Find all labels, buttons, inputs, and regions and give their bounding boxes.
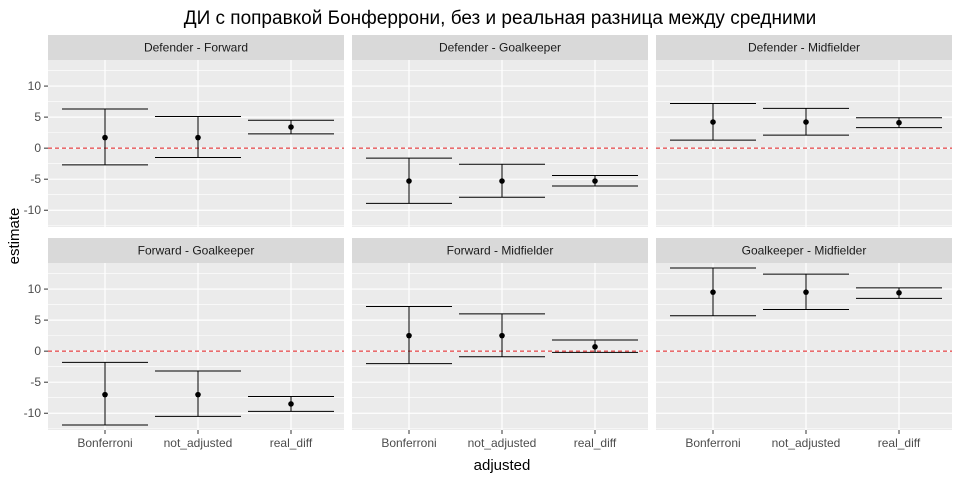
facet-strip: [48, 238, 344, 263]
estimate-point: [710, 289, 716, 295]
facet-strip-label: Forward - Goalkeeper: [138, 244, 255, 258]
facet-panel: Defender - Goalkeeper: [352, 35, 648, 227]
y-tick-label: -5: [30, 172, 41, 186]
panel-background: [48, 263, 344, 430]
y-tick-label: 5: [34, 313, 41, 327]
estimate-point: [803, 119, 809, 125]
panel-background: [656, 60, 952, 227]
estimate-point: [288, 401, 294, 407]
x-tick-label: real_diff: [574, 436, 617, 450]
panel-background: [352, 263, 648, 430]
x-axis-title: adjusted: [474, 457, 531, 474]
estimate-point: [406, 332, 412, 339]
facet-strip-label: Forward - Midfielder: [447, 244, 554, 258]
estimate-point: [195, 391, 201, 398]
estimate-point: [195, 134, 201, 141]
estimate-point: [896, 289, 902, 296]
facet-strip: [352, 35, 648, 60]
facet-strip: [656, 35, 952, 60]
estimate-point: [288, 124, 294, 130]
estimate-point: [102, 134, 108, 141]
facet-strip: [352, 238, 648, 263]
estimate-point: [896, 119, 902, 126]
x-tick-label: Bonferroni: [381, 436, 436, 450]
x-tick-label: Bonferroni: [77, 436, 132, 450]
facet-panel: Goalkeeper - Midfielder Bonferroni not_adj…: [656, 238, 952, 450]
facet-strip: [656, 238, 952, 263]
panel-background: [352, 60, 648, 227]
estimate-point: [803, 289, 809, 295]
y-axis-title: estimate: [6, 208, 23, 265]
x-tick-label: real_diff: [270, 436, 313, 450]
estimate-point: [710, 119, 716, 125]
y-tick-label: -5: [30, 375, 41, 389]
y-tick-label: 5: [34, 110, 41, 124]
chart-title: ДИ с поправкой Бонферрони, без и реальна…: [184, 8, 817, 29]
facet-panel: Forward - Midfielder Bonferroni not_adjust…: [352, 238, 648, 450]
y-tick-label: 10: [28, 79, 42, 93]
estimate-point: [499, 178, 505, 184]
x-tick-label: not_adjusted: [164, 436, 233, 450]
y-tick-label: 0: [34, 344, 41, 358]
x-tick-label: not_adjusted: [772, 436, 841, 450]
y-tick-label: 10: [28, 282, 42, 296]
x-tick-label: not_adjusted: [468, 436, 537, 450]
facet-panel: Defender - Midfielder: [656, 35, 952, 227]
estimate-point: [592, 178, 598, 184]
y-tick-label: 0: [34, 141, 41, 155]
y-tick-label: -10: [24, 203, 42, 217]
x-tick-label: real_diff: [878, 436, 921, 450]
estimate-point: [406, 178, 412, 184]
estimate-point: [592, 344, 598, 350]
facet-panel: Defender - Forward -10 -5 0 5 10: [24, 35, 344, 227]
facet-panels: Defender - Forward -10 -5 0 5 10 Defender - Go…: [24, 35, 952, 450]
y-tick-label: -10: [24, 406, 42, 420]
estimate-point: [102, 391, 108, 398]
facet-strip-label: Goalkeeper - Midfielder: [742, 244, 867, 258]
facet-strip-label: Defender - Midfielder: [748, 41, 860, 55]
panel-background: [48, 60, 344, 227]
x-tick-label: Bonferroni: [685, 436, 740, 450]
facet-strip-label: Defender - Forward: [144, 41, 248, 55]
facet-strip: [48, 35, 344, 60]
estimate-point: [499, 332, 505, 339]
facet-strip-label: Defender - Goalkeeper: [439, 41, 561, 55]
facet-panel: Forward - Goalkeeper -10 -5 0 5 10 Bonferroni n…: [24, 238, 344, 450]
